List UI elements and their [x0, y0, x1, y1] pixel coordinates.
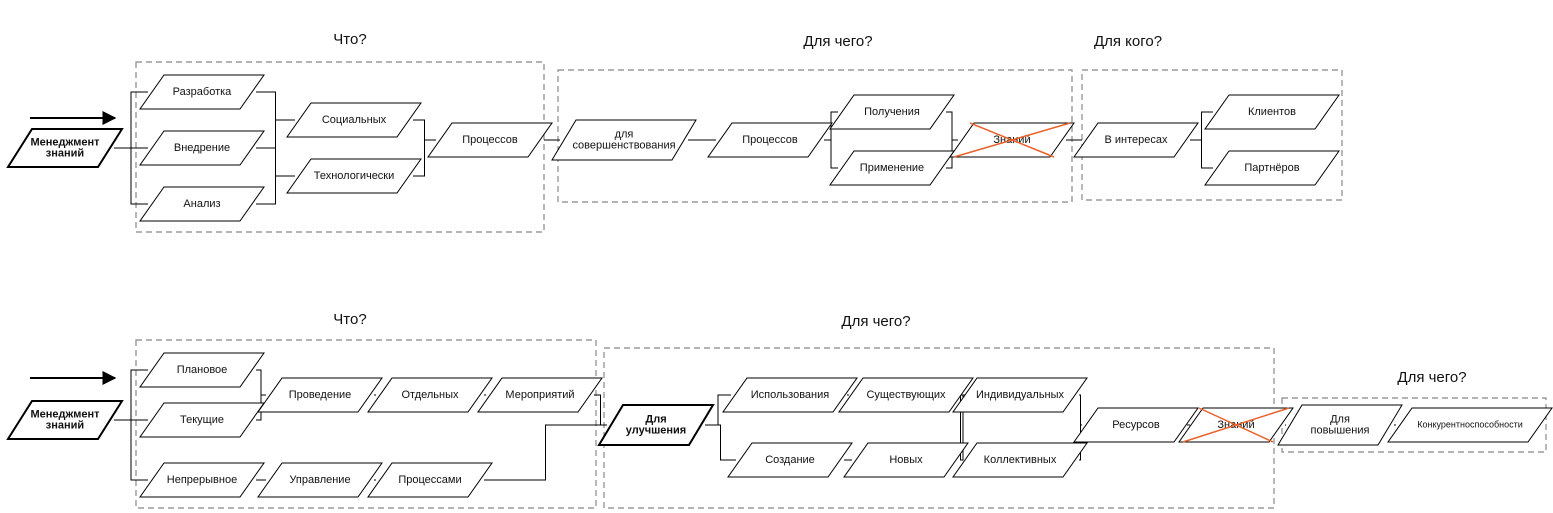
node-b8: Процессами — [368, 463, 492, 497]
node-label: Внедрение — [174, 142, 230, 154]
node-label: Коллективных — [984, 454, 1057, 466]
node-label: Процессами — [398, 474, 461, 486]
connector — [114, 420, 148, 480]
node-b3: Непрерывное — [140, 463, 264, 497]
node-label: Текущие — [180, 414, 224, 426]
connector — [114, 370, 148, 420]
node-b18: Дляповышения — [1278, 405, 1402, 445]
node-label: Индивидуальных — [976, 389, 1065, 401]
connector — [413, 120, 436, 140]
node-b19: Конкурентноспособности — [1388, 408, 1552, 442]
node-label: Процессов — [462, 134, 518, 146]
node-t12: В интересах — [1074, 123, 1198, 157]
diagram-canvas: Что? Для чего? Для кого? Менеджментзнаний Ра… — [0, 0, 1553, 513]
node-label: Проведение — [289, 389, 352, 401]
node-label: Применение — [860, 162, 924, 174]
node-b11: Существующих — [839, 378, 973, 412]
node-label: В интересах — [1105, 134, 1168, 146]
node-label: знаний — [46, 147, 84, 159]
node-b9: Дляулучшения — [599, 405, 713, 445]
node-label: Плановое — [177, 364, 228, 376]
node-t8: Процессов — [708, 123, 832, 157]
node-label: Создание — [765, 454, 815, 466]
node-t14: Партнёров — [1205, 151, 1339, 185]
node-label: Анализ — [183, 198, 220, 210]
node-label: совершенствования — [572, 139, 675, 151]
node-label: Клиентов — [1248, 106, 1296, 118]
node-label: знаний — [46, 419, 84, 431]
node-label: Ресурсов — [1112, 419, 1160, 431]
connector — [256, 148, 295, 176]
node-label: Использования — [751, 389, 829, 401]
node-b4: Проведение — [258, 378, 382, 412]
group-title: Что? — [333, 31, 366, 48]
connector — [946, 112, 958, 140]
node-t3: Анализ — [140, 187, 264, 221]
connector — [256, 370, 266, 395]
node-b_root: Менеджментзнаний — [8, 401, 122, 439]
node-label: Непрерывное — [167, 474, 237, 486]
node-b17: Знаний — [1179, 408, 1293, 442]
group-title: Что? — [333, 311, 366, 328]
node-t1: Разработка — [140, 75, 264, 109]
connector — [413, 140, 436, 176]
node-t13: Клиентов — [1205, 95, 1339, 129]
node-b10: Использования — [723, 378, 857, 412]
group-title: Для чего? — [1397, 369, 1466, 386]
node-b16: Ресурсов — [1074, 408, 1198, 442]
node-label: улучшения — [626, 424, 686, 436]
group-title: Для кого? — [1094, 33, 1162, 50]
node-label: повышения — [1311, 424, 1370, 436]
node-label: Мероприятий — [505, 389, 574, 401]
node-label: Новых — [889, 454, 923, 466]
connector — [114, 148, 148, 204]
group-title: Для чего? — [803, 33, 872, 50]
connector — [484, 425, 607, 480]
node-label: Управление — [289, 474, 350, 486]
node-b5: Отдельных — [368, 378, 492, 412]
connector — [114, 92, 148, 148]
node-label: Технологически — [314, 170, 395, 182]
node-label: Партнёров — [1244, 162, 1299, 174]
node-label: Конкурентноспособности — [1417, 419, 1523, 429]
node-b13: Новых — [844, 443, 968, 477]
node-t6: Процессов — [428, 123, 552, 157]
node-label: Разработка — [173, 86, 233, 98]
node-t2: Внедрение — [140, 131, 264, 165]
node-b15: Коллективных — [953, 443, 1087, 477]
node-b14: Индивидуальных — [953, 378, 1087, 412]
node-b2: Текущие — [140, 403, 264, 437]
connector — [1079, 395, 1082, 425]
node-label: Получения — [864, 106, 920, 118]
node-b1: Плановое — [140, 353, 264, 387]
connector — [824, 140, 838, 168]
node-label: Процессов — [742, 134, 798, 146]
node-b12: Создание — [728, 443, 852, 477]
node-b7: Управление — [258, 463, 382, 497]
node-label: Отдельных — [401, 389, 459, 401]
node-t11: Знаний — [950, 123, 1074, 157]
node-t4: Социальных — [287, 103, 421, 137]
node-label: Социальных — [322, 114, 387, 126]
node-t9: Получения — [830, 95, 954, 129]
connector — [705, 425, 736, 460]
connector — [1190, 140, 1213, 168]
node-t_root: Менеджментзнаний — [8, 129, 122, 167]
node-label: Существующих — [866, 389, 946, 401]
node-t10: Применение — [830, 151, 954, 185]
group-title: Для чего? — [841, 313, 910, 330]
node-t7: длясовершенствования — [552, 120, 696, 160]
node-t5: Технологически — [287, 159, 421, 193]
node-b6: Мероприятий — [478, 378, 602, 412]
